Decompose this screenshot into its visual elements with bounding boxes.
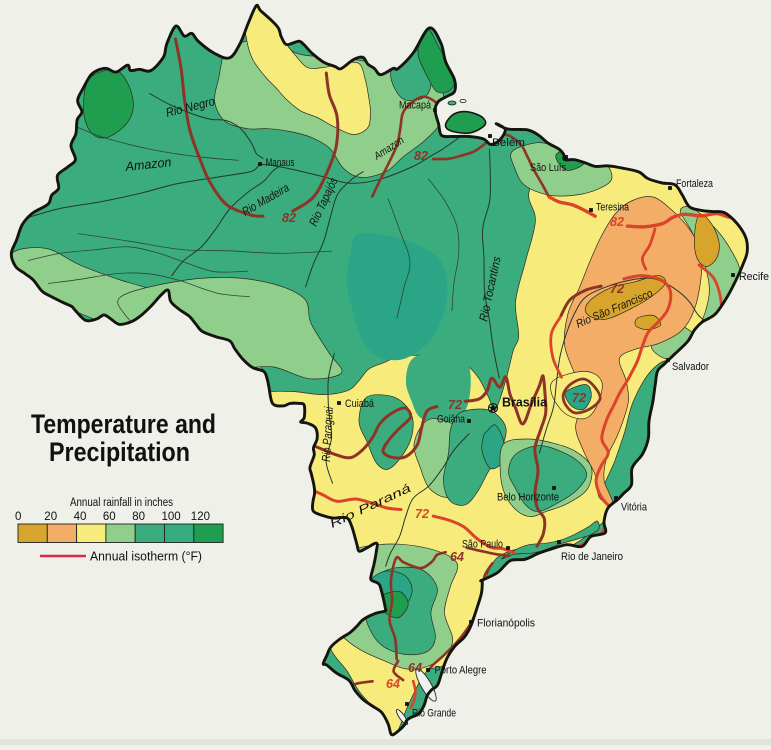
svg-text:Recife: Recife: [739, 271, 769, 283]
svg-text:Belo Horizonte: Belo Horizonte: [497, 492, 559, 504]
svg-text:120: 120: [191, 511, 210, 523]
svg-text:72: 72: [572, 391, 586, 405]
svg-text:72: 72: [610, 282, 624, 296]
svg-text:Rio Paraguai: Rio Paraguai: [319, 406, 336, 462]
svg-text:São Paulo: São Paulo: [462, 539, 503, 551]
svg-text:Rio Grande: Rio Grande: [412, 708, 456, 720]
svg-text:64: 64: [408, 661, 422, 675]
svg-text:Porto Alegre: Porto Alegre: [435, 665, 487, 677]
svg-text:Cuiabá: Cuiabá: [345, 398, 375, 410]
svg-text:Annual rainfall in inches: Annual rainfall in inches: [70, 497, 173, 509]
svg-text:Teresina: Teresina: [596, 202, 630, 214]
svg-text:Belém: Belém: [492, 137, 525, 149]
svg-text:Brasília: Brasília: [502, 396, 548, 410]
svg-text:Fortaleza: Fortaleza: [676, 178, 714, 190]
svg-text:80: 80: [132, 511, 145, 523]
svg-text:Annual isotherm (°F): Annual isotherm (°F): [90, 550, 202, 564]
svg-text:64: 64: [386, 677, 400, 691]
svg-text:40: 40: [74, 511, 87, 523]
svg-text:Florianópolis: Florianópolis: [477, 618, 535, 630]
svg-text:Amazon: Amazon: [124, 154, 172, 174]
svg-text:64: 64: [450, 550, 464, 564]
svg-text:82: 82: [414, 149, 428, 163]
svg-text:82: 82: [610, 215, 624, 229]
svg-text:Macapá: Macapá: [399, 100, 432, 112]
svg-text:São Luís: São Luís: [530, 162, 566, 174]
svg-text:0: 0: [15, 511, 21, 523]
svg-text:82: 82: [282, 211, 296, 225]
svg-text:Vitória: Vitória: [621, 502, 648, 514]
svg-text:Salvador: Salvador: [672, 361, 709, 373]
svg-text:Precipitation: Precipitation: [49, 437, 190, 467]
svg-text:72: 72: [415, 507, 429, 521]
svg-text:Rio de Janeiro: Rio de Janeiro: [561, 551, 623, 563]
svg-text:Manaus: Manaus: [266, 157, 295, 169]
svg-text:Temperature and: Temperature and: [31, 409, 216, 439]
svg-text:72: 72: [448, 398, 462, 412]
svg-text:100: 100: [162, 511, 181, 523]
svg-text:60: 60: [103, 511, 116, 523]
svg-text:20: 20: [44, 511, 57, 523]
svg-text:Goiâna: Goiâna: [437, 414, 466, 426]
